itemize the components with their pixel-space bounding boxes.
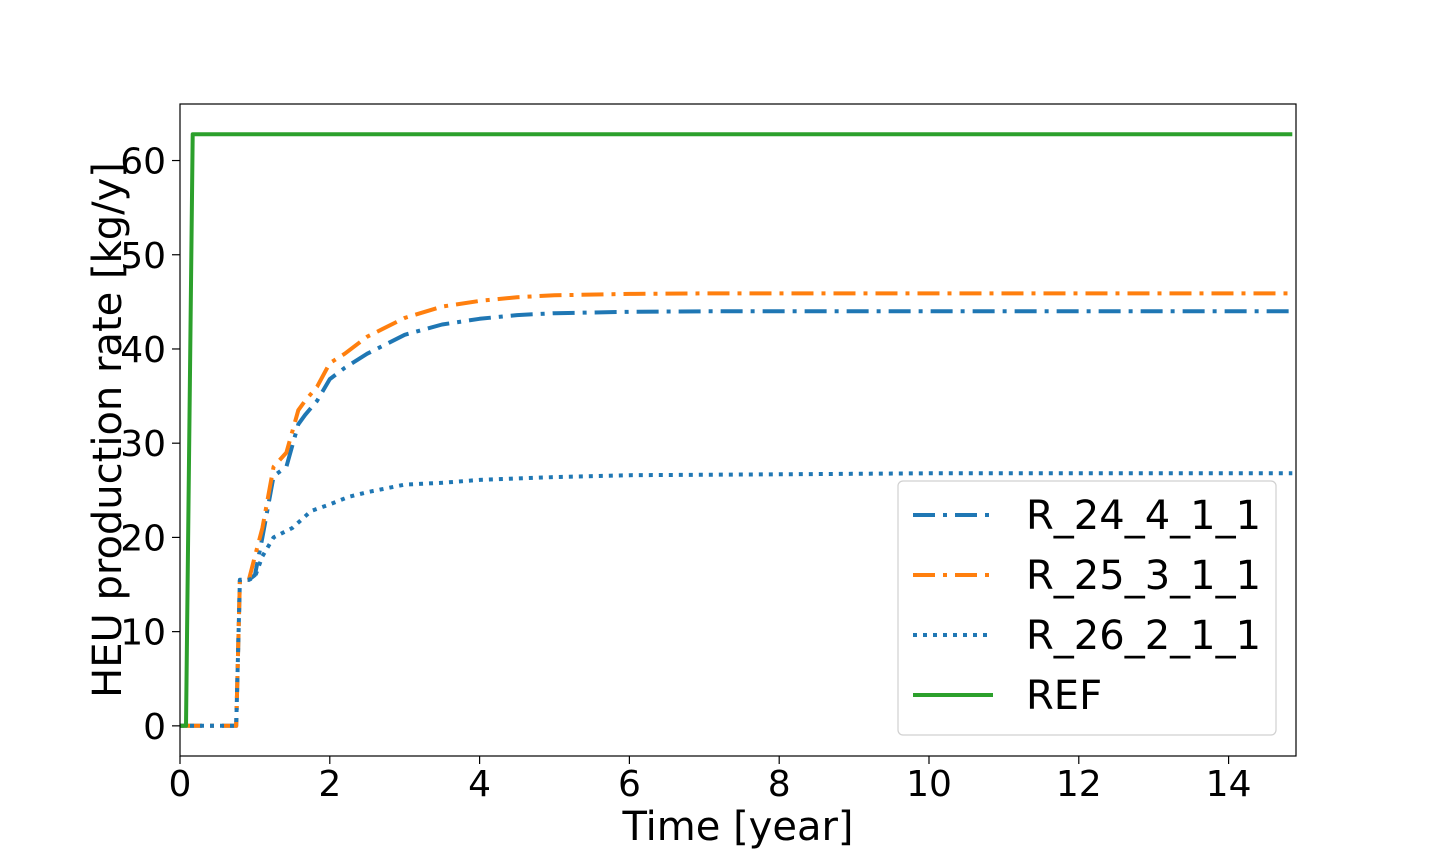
y-tick-label: 10 bbox=[120, 613, 166, 654]
legend-label: R_26_2_1_1 bbox=[1026, 613, 1261, 659]
x-tick-label: 4 bbox=[468, 764, 491, 805]
x-tick-label: 0 bbox=[169, 764, 192, 805]
series-layer bbox=[180, 132, 1293, 728]
legend-label: REF bbox=[1026, 673, 1102, 719]
y-tick-label: 30 bbox=[120, 424, 166, 465]
x-axis-label: Time [year] bbox=[621, 804, 853, 850]
x-tick-label: 6 bbox=[618, 764, 641, 805]
plot-frame bbox=[179, 103, 1297, 757]
series-line-1 bbox=[180, 309, 1293, 728]
x-tick-label: 2 bbox=[318, 764, 341, 805]
legend: R_24_4_1_1 R_25_3_1_1 R_26_2_1_1 REF bbox=[897, 480, 1277, 736]
x-tick-label: 10 bbox=[906, 764, 952, 805]
y-tick-label: 20 bbox=[120, 518, 166, 559]
x-axis: 0 2 4 6 8 10 12 14 bbox=[169, 756, 1252, 805]
x-tick-label: 8 bbox=[768, 764, 791, 805]
y-tick-label: 50 bbox=[120, 236, 166, 277]
legend-box bbox=[897, 480, 1277, 736]
y-tick-label: 40 bbox=[120, 330, 166, 371]
y-tick-label: 60 bbox=[120, 142, 166, 183]
legend-label: R_25_3_1_1 bbox=[1026, 553, 1261, 599]
x-tick-label: 12 bbox=[1056, 764, 1102, 805]
y-axis-label: HEU production rate [kg/y] bbox=[85, 162, 131, 698]
y-axis: 0 10 20 30 40 50 60 bbox=[120, 142, 180, 748]
series-line-4 bbox=[180, 132, 1293, 728]
x-tick-label: 14 bbox=[1206, 764, 1252, 805]
y-tick-label: 0 bbox=[143, 707, 166, 748]
legend-label: R_24_4_1_1 bbox=[1026, 493, 1261, 539]
